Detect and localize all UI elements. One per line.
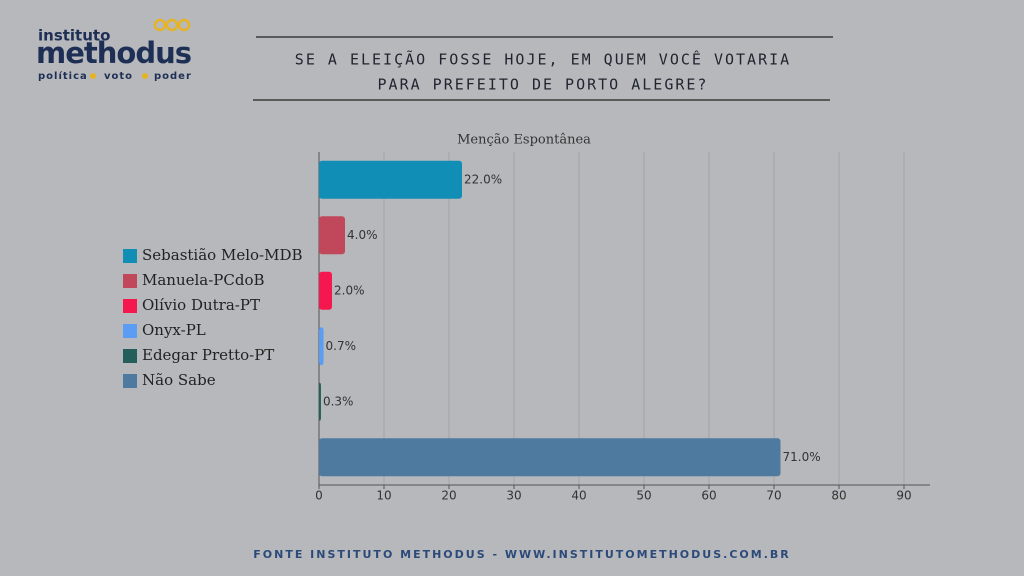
logo-ring [153,18,167,32]
legend-swatch [123,249,137,263]
logo-word: voto [104,71,133,82]
bar [319,382,321,421]
logo-name: methodus [36,36,191,70]
footer: FONTE INSTITUTO METHODUS - WWW.INSTITUTO… [253,548,790,561]
x-tick-label: 80 [831,489,846,503]
legend-label: Edegar Pretto-PT [142,346,274,364]
value-label: 2.0% [334,283,365,297]
x-tick-label: 40 [571,489,586,503]
value-label: 0.7% [326,339,357,353]
chart-subtitle: Menção Espontânea [457,133,591,148]
logo-dot [142,73,148,79]
logo-ring [177,18,191,32]
legend-label: Onyx-PL [142,321,206,339]
x-tick-label: 50 [636,489,651,503]
legend-label: Manuela-PCdoB [142,271,265,289]
x-tick-label: 10 [376,489,391,503]
x-tick-label: 20 [441,489,456,503]
legend-swatch [123,274,137,288]
value-label: 0.3% [323,394,354,408]
value-label: 22.0% [464,172,502,186]
legend-swatch [123,349,137,363]
x-tick-label: 70 [766,489,781,503]
legend-swatch [123,324,137,338]
legend-swatch [123,299,137,313]
bar [319,271,332,310]
value-label: 71.0% [783,450,821,464]
bar [319,216,345,255]
bar [319,160,462,199]
chart-title: PARA PREFEITO DE PORTO ALEGRE? [378,76,709,94]
logo: instituto methodus política voto poder [36,18,192,82]
x-tick-label: 30 [506,489,521,503]
legend-label: Não Sabe [142,371,216,389]
logo-ring [165,18,179,32]
x-tick-label: 90 [896,489,911,503]
logo-top: instituto [38,27,110,45]
logo-dot [90,73,96,79]
logo-word: política [38,70,88,82]
x-tick-label: 60 [701,489,716,503]
value-label: 4.0% [347,228,378,242]
legend-swatch [123,374,137,388]
bar [319,327,324,366]
legend-label: Olívio Dutra-PT [142,296,260,314]
logo-word: poder [154,71,192,82]
x-tick-label: 0 [315,489,323,503]
legend-label: Sebastião Melo-MDB [142,246,303,264]
bar [319,438,781,477]
chart-title: SE A ELEIÇÃO FOSSE HOJE, EM QUEM VOCÊ VO… [295,50,791,69]
